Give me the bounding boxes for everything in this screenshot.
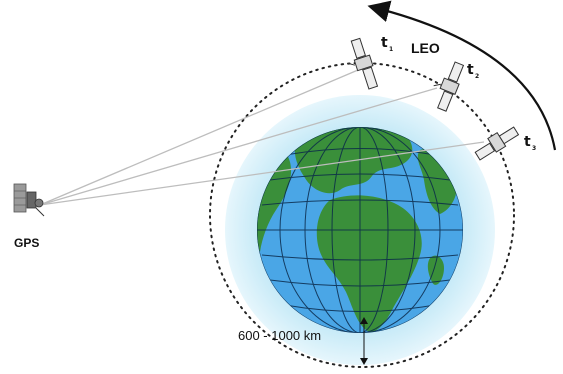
- signal-links: [39, 69, 485, 206]
- link-gps-t2: [39, 87, 438, 206]
- leo-satellite-icon-t3: [474, 126, 520, 161]
- t3-subscript: 3: [532, 145, 536, 152]
- orbit-direction-arrow: [367, 0, 557, 151]
- leo-satellite-icon-t1: [347, 37, 379, 90]
- gps-satellite-icon: [13, 183, 45, 217]
- t3-label: t: [524, 134, 531, 150]
- t2-label: t: [467, 62, 474, 78]
- earth-globe-icon: [257, 127, 463, 333]
- leo-satellite-icon-t2: [433, 61, 465, 112]
- t1-subscript: 1: [389, 46, 393, 53]
- leo-label: LEO: [411, 40, 440, 56]
- link-gps-t3: [39, 141, 485, 206]
- t2-subscript: 2: [475, 73, 479, 80]
- gps-label: GPS: [14, 236, 39, 250]
- link-gps-t1: [39, 69, 359, 206]
- altitude-label: 600 - 1000 km: [238, 328, 321, 343]
- t1-label: t: [381, 35, 388, 51]
- altitude-marker: [360, 317, 368, 365]
